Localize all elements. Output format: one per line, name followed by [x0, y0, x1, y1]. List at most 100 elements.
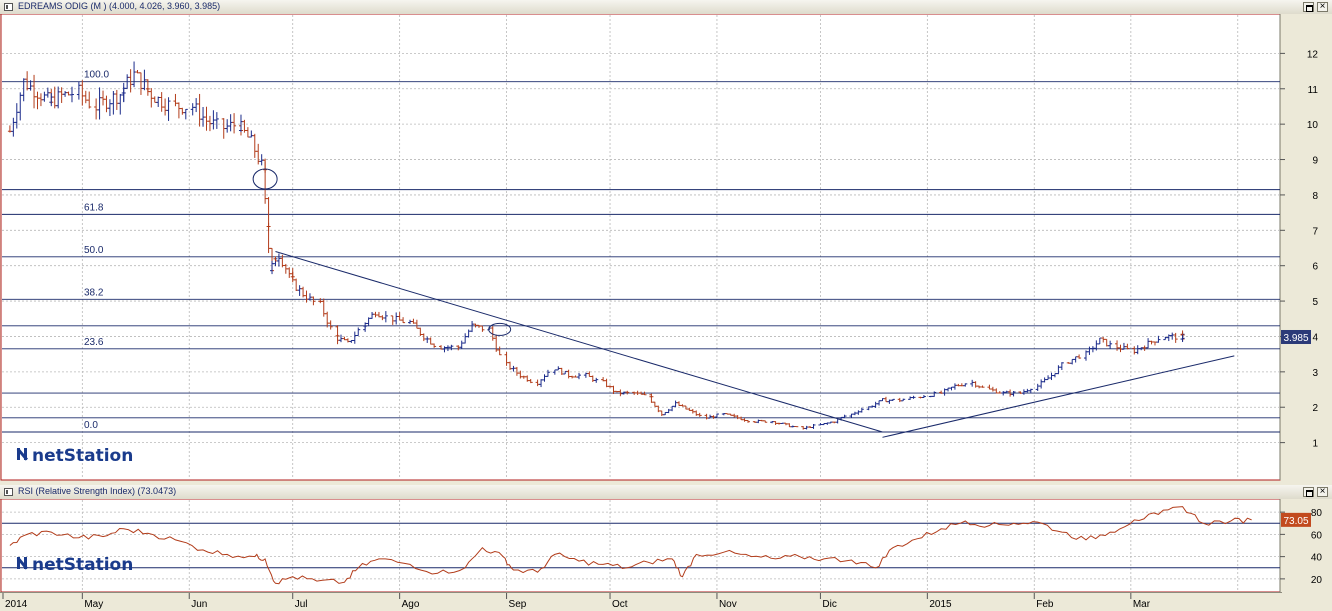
ohlc-bar — [911, 395, 916, 399]
rsi-plot-area — [0, 499, 1281, 592]
ohlc-bar — [811, 424, 816, 429]
ohlc-bar — [1180, 334, 1185, 343]
price-y-tick-label: 12 — [1307, 49, 1319, 60]
x-axis-tick-label: Ago — [402, 599, 420, 610]
price-panel-titlebar: EDREAMS ODIG (M ) (4.000, 4.026, 3.960, … — [0, 0, 1332, 15]
annotation-ellipse — [488, 322, 512, 336]
netstation-logo-icon — [16, 556, 30, 572]
ohlc-bar — [642, 391, 647, 396]
ohlc-bar — [432, 343, 437, 348]
price-y-tick-label: 3 — [1312, 368, 1318, 379]
ohlc-bar — [714, 413, 719, 418]
price-y-tick-label: 1 — [1312, 439, 1318, 450]
ohlc-bar — [1156, 335, 1161, 343]
x-axis-tick-label: Dic — [822, 599, 836, 610]
ohlc-bar — [842, 414, 847, 419]
x-axis-tick-label: Nov — [719, 599, 737, 610]
ohlc-bar — [901, 398, 906, 402]
netstation-logo: netStation — [16, 555, 133, 575]
ohlc-bar — [528, 379, 533, 384]
rsi-y-tick-label: 60 — [1311, 530, 1323, 541]
price-y-tick-label: 8 — [1312, 191, 1318, 202]
ohlc-bar — [328, 320, 333, 330]
price-y-tick-label: 10 — [1307, 120, 1319, 131]
price-plot-area — [0, 14, 1281, 481]
ohlc-bar — [183, 108, 188, 120]
ohlc-bar — [697, 412, 702, 417]
close-button[interactable] — [1317, 2, 1328, 12]
rsi-y-tick-label: 20 — [1311, 575, 1323, 586]
ohlc-bar — [980, 385, 985, 388]
price-panel-title: EDREAMS ODIG (M ) (4.000, 4.026, 3.960, … — [18, 1, 221, 11]
rsi-panel: RSI (Relative Strength Index) (73.0473) … — [0, 485, 1332, 592]
x-axis-tick-label: Mar — [1133, 599, 1151, 610]
price-y-tick-label: 4 — [1312, 332, 1318, 343]
ohlc-bar — [963, 383, 968, 387]
rsi-line — [9, 506, 1252, 585]
ohlc-bar — [932, 391, 937, 397]
price-panel: EDREAMS ODIG (M ) (4.000, 4.026, 3.960, … — [0, 0, 1332, 482]
ohlc-bar — [890, 398, 895, 401]
fibonacci-level-label: 100.0 — [84, 70, 109, 81]
price-y-tick-label: 5 — [1312, 297, 1318, 308]
ohlc-bar — [859, 407, 864, 413]
ohlc-bar — [383, 311, 388, 323]
trendline — [882, 355, 1235, 438]
ohlc-bar — [497, 346, 502, 356]
netstation-logo-icon — [16, 447, 30, 463]
ohlc-bar — [356, 327, 361, 337]
x-axis-svg: 2014 May Jun Jul Ago Sep Oct Nov Dic 2015 Feb Mar — [2, 593, 1151, 610]
fibonacci-level-label: 50.0 — [84, 245, 104, 256]
x-axis-tick-label: May — [84, 599, 103, 610]
rsi-panel-titlebar: RSI (Relative Strength Index) (73.0473) — [0, 485, 1332, 500]
last-price-label: 3.985 — [1283, 333, 1308, 344]
x-axis-tick-label: Jun — [191, 599, 207, 610]
fibonacci-level-label: 0.0 — [84, 420, 98, 431]
x-axis: 2014 May Jun Jul Ago Sep Oct Nov Dic 2015 Feb Mar — [0, 592, 1282, 611]
price-y-tick-label: 2 — [1312, 403, 1318, 414]
last-price-badge — [1281, 329, 1311, 344]
ohlc-bar — [1173, 332, 1178, 343]
close-button[interactable] — [1317, 487, 1328, 497]
ohlc-bar — [594, 377, 599, 383]
ohlc-bar — [214, 112, 219, 129]
ohlc-bar — [1077, 354, 1082, 359]
ohlc-bar — [480, 325, 485, 332]
ohlc-bar — [763, 420, 768, 423]
ohlc-bar — [87, 91, 92, 109]
rsi-panel-title: RSI (Relative Strength Index) (73.0473) — [18, 486, 177, 496]
price-y-axis-area — [1280, 14, 1332, 480]
x-axis-tick-label: Sep — [509, 599, 527, 610]
fibonacci-level-label: 61.8 — [84, 202, 104, 213]
price-y-tick-label: 7 — [1312, 226, 1318, 237]
x-axis-tick-label: 2014 — [5, 599, 28, 610]
restore-button[interactable] — [1303, 487, 1314, 497]
ohlc-bar — [745, 419, 750, 423]
annotation-ellipse — [252, 168, 278, 190]
ohlc-bar — [401, 317, 406, 324]
ohlc-bar — [921, 395, 926, 398]
price-chart: 123456789101112100.061.850.038.223.60.03… — [0, 14, 1332, 481]
fibonacci-level-label: 23.6 — [84, 337, 104, 348]
rsi-y-tick-label: 80 — [1311, 508, 1323, 519]
ohlc-bar — [625, 390, 630, 395]
x-axis-tick-label: Oct — [612, 599, 628, 610]
price-y-tick-label: 9 — [1312, 156, 1318, 167]
ohlc-bar — [576, 372, 581, 380]
ohlc-bar — [1108, 340, 1113, 349]
ohlc-bar — [794, 426, 799, 428]
restore-button[interactable] — [1303, 2, 1314, 12]
rsi-y-tick-label: 40 — [1311, 553, 1323, 564]
price-y-tick-label: 11 — [1308, 85, 1319, 96]
netstation-logo: netStation — [16, 446, 133, 466]
ohlc-bar — [449, 344, 454, 351]
ohlc-bar — [232, 113, 237, 134]
ohlc-bar — [1125, 343, 1130, 350]
last-rsi-badge — [1281, 512, 1311, 527]
x-axis-tick-label: Jul — [295, 599, 308, 610]
fibonacci-level-label: 38.2 — [84, 287, 104, 298]
ohlc-bar — [1028, 388, 1033, 393]
ohlc-bar — [1011, 391, 1016, 397]
trendline — [275, 251, 883, 433]
